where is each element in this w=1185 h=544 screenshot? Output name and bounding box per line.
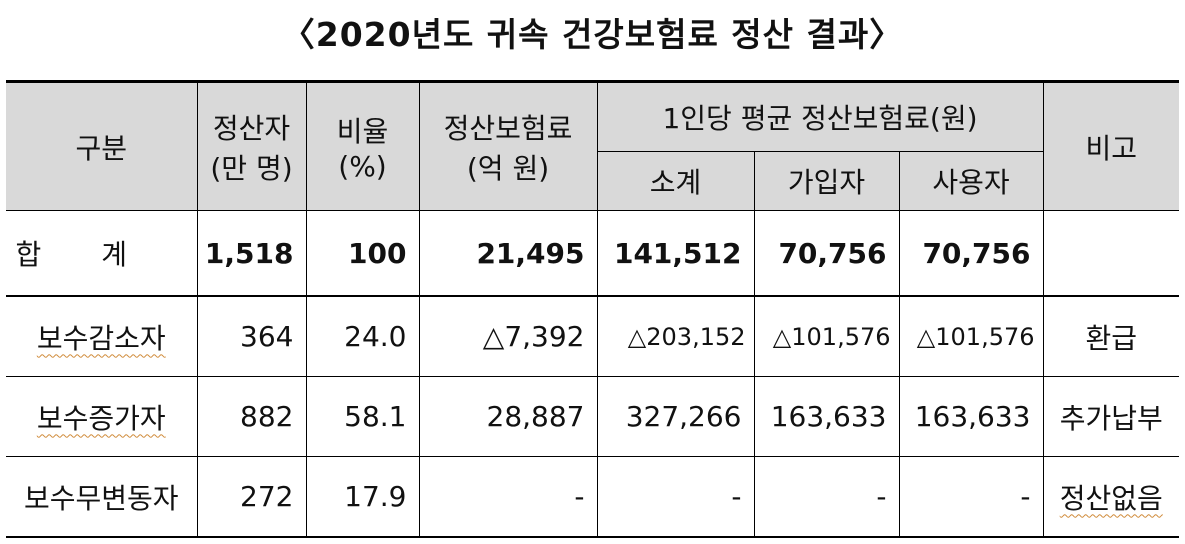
header-subtotal: 소계 <box>596 151 755 211</box>
header-premium-unit: (억 원) <box>466 151 550 185</box>
row-subtotal: - <box>596 456 755 538</box>
row-subscriber: 163,633 <box>753 376 900 457</box>
row-remarks-text: 정산없음 <box>1059 481 1163 515</box>
table-row-total: 합계 1,518 100 21,495 141,512 70,756 70,75… <box>6 210 1179 297</box>
row-subscriber: △101,576 <box>753 295 900 377</box>
table-row: 보수무변동자 272 17.9 - - - - 정산없음 <box>6 456 1179 538</box>
total-settlers: 1,518 <box>196 210 307 297</box>
header-category: 구분 <box>6 80 198 211</box>
row-subtotal: △203,152 <box>596 295 755 377</box>
settlement-table: 구분 정산자 (만 명) 비율 (%) 정산보험료 (억 원) 1인당 평균 정… <box>6 80 1179 538</box>
header-subscriber: 가입자 <box>753 151 900 211</box>
row-label-text: 보수감소자 <box>36 321 166 355</box>
row-premium: △7,392 <box>418 295 598 377</box>
row-label: 보수감소자 <box>6 295 198 377</box>
header-settlers-unit: (만 명) <box>210 151 293 185</box>
row-remarks: 정산없음 <box>1042 456 1179 538</box>
row-label: 보수무변동자 <box>6 456 198 538</box>
header-settlers: 정산자 (만 명) <box>196 80 307 211</box>
row-settlers: 882 <box>196 376 307 457</box>
header-per-person: 1인당 평균 정산보험료(원) <box>596 80 1044 152</box>
row-subscriber: - <box>753 456 900 538</box>
row-premium: 28,887 <box>418 376 598 457</box>
total-ratio: 100 <box>305 210 420 297</box>
row-premium: - <box>418 456 598 538</box>
table-row: 보수감소자 364 24.0 △7,392 △203,152 △101,576 … <box>6 295 1179 377</box>
total-label: 합계 <box>6 210 198 297</box>
row-ratio: 24.0 <box>305 295 420 377</box>
total-subtotal: 141,512 <box>596 210 755 297</box>
row-employer: 163,633 <box>898 376 1044 457</box>
total-label-text: 합계 <box>15 238 188 271</box>
header-ratio-label: 비율 <box>336 115 389 148</box>
header-settlers-label: 정산자 <box>212 111 291 145</box>
total-employer: 70,756 <box>898 210 1044 297</box>
row-label: 보수증가자 <box>6 376 198 457</box>
row-remarks: 추가납부 <box>1042 376 1179 457</box>
row-label-text: 보수증가자 <box>36 401 166 435</box>
row-remarks: 환급 <box>1042 295 1179 377</box>
row-settlers: 364 <box>196 295 307 377</box>
header-premium-label: 정산보험료 <box>443 111 573 145</box>
header-remarks: 비고 <box>1042 80 1179 211</box>
total-premium: 21,495 <box>418 210 598 297</box>
row-settlers: 272 <box>196 456 307 538</box>
row-subtotal: 327,266 <box>596 376 755 457</box>
header-ratio: 비율 (%) <box>305 80 420 211</box>
row-ratio: 17.9 <box>305 456 420 538</box>
table-row: 보수증가자 882 58.1 28,887 327,266 163,633 16… <box>6 376 1179 457</box>
header-premium: 정산보험료 (억 원) <box>418 80 598 211</box>
row-employer: △101,576 <box>898 295 1044 377</box>
total-subscriber: 70,756 <box>753 210 900 297</box>
total-remarks <box>1042 210 1179 297</box>
header-ratio-unit: (%) <box>338 150 387 183</box>
row-ratio: 58.1 <box>305 376 420 457</box>
header-employer: 사용자 <box>898 151 1044 211</box>
row-employer: - <box>898 456 1044 538</box>
table-header: 구분 정산자 (만 명) 비율 (%) 정산보험료 (억 원) 1인당 평균 정… <box>6 80 1179 211</box>
document-title: 〈2020년도 귀속 건강보험료 정산 결과〉 <box>281 15 904 54</box>
